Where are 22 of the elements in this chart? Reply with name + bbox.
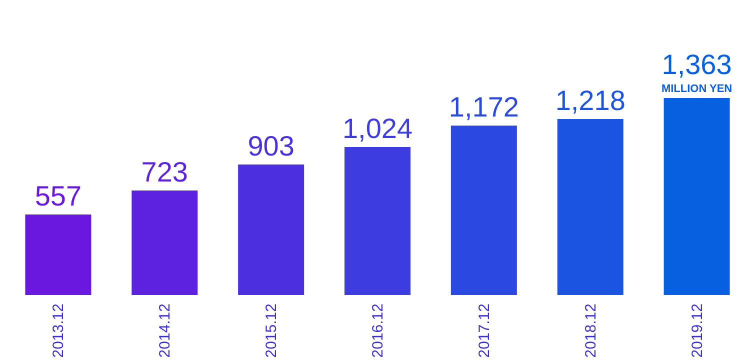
bar: [344, 146, 410, 295]
data-label: 1,218: [555, 84, 626, 116]
data-label: 1,363: [662, 49, 732, 80]
data-label: 903: [248, 130, 294, 162]
bar: [238, 164, 304, 295]
x-tick-label: 2013.12: [50, 304, 68, 358]
data-label: 723: [141, 156, 188, 188]
bar: [557, 118, 624, 295]
bar: [664, 98, 730, 295]
data-label: 1,024: [342, 112, 413, 144]
x-tick-label: 2016.12: [370, 304, 386, 358]
data-label: 1,172: [448, 92, 519, 123]
x-tick-label: 2019.12: [688, 304, 706, 358]
bar: [450, 126, 517, 295]
bar: [132, 190, 198, 295]
x-tick-label: 2014.12: [156, 304, 174, 358]
bar: [25, 214, 92, 295]
data-label: 557: [34, 180, 82, 212]
x-tick-label: 2017.12: [476, 304, 493, 358]
x-tick-label: 2015.12: [263, 304, 280, 358]
annotation: MILLION YEN: [661, 83, 732, 95]
x-tick-label: 2018.12: [582, 304, 600, 358]
